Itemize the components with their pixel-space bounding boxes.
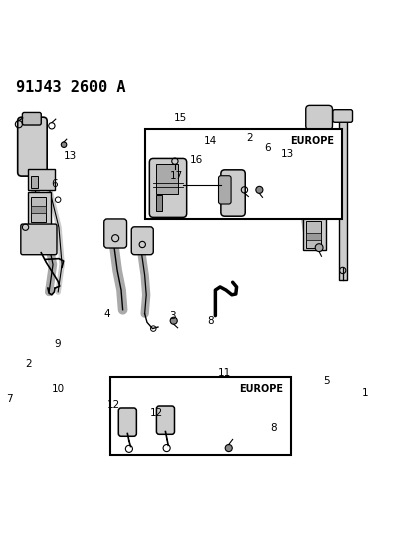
Text: 2: 2 [25,359,31,369]
FancyBboxPatch shape [131,227,153,255]
Bar [110,376,291,455]
Bar [303,218,326,250]
Text: 6: 6 [265,143,271,153]
Bar [31,197,46,222]
Text: 15: 15 [173,113,187,123]
Bar [339,117,347,280]
Text: 6: 6 [52,179,58,189]
Text: 11: 11 [218,368,231,378]
Bar [31,206,46,213]
Text: 13: 13 [63,151,77,160]
Text: 12: 12 [150,408,163,418]
Text: 4: 4 [104,310,110,319]
Text: 8: 8 [270,423,276,433]
Bar [156,164,178,194]
Text: 13: 13 [281,149,294,159]
Text: 8: 8 [207,316,213,326]
Bar [28,192,51,225]
Bar [306,233,321,240]
Bar [28,169,55,190]
FancyBboxPatch shape [306,106,332,130]
Bar [156,195,162,211]
Text: 91J43 2600 A: 91J43 2600 A [16,80,125,95]
Text: 7: 7 [7,394,13,405]
FancyBboxPatch shape [219,176,231,204]
Text: 17: 17 [170,171,184,181]
Text: EUROPE: EUROPE [290,136,334,146]
Bar [145,129,342,220]
Text: 10: 10 [51,384,65,394]
Text: 14: 14 [204,136,217,146]
Text: 5: 5 [324,376,330,386]
Bar [306,221,321,248]
Text: 16: 16 [190,155,203,165]
FancyBboxPatch shape [104,219,127,248]
FancyBboxPatch shape [118,408,136,437]
Circle shape [256,187,263,193]
Text: 12: 12 [107,400,120,410]
FancyBboxPatch shape [18,117,47,176]
FancyBboxPatch shape [221,170,245,216]
Bar [31,176,38,188]
Text: EUROPE: EUROPE [239,384,283,393]
FancyBboxPatch shape [333,110,353,122]
FancyBboxPatch shape [21,224,57,255]
Text: 2: 2 [246,133,253,143]
Circle shape [61,142,67,148]
Text: 1: 1 [362,388,368,398]
Circle shape [315,244,323,252]
Circle shape [225,445,232,451]
FancyBboxPatch shape [156,406,174,434]
Text: 9: 9 [55,340,61,349]
FancyBboxPatch shape [149,158,187,217]
Text: 3: 3 [169,311,175,321]
FancyBboxPatch shape [22,112,41,125]
Circle shape [170,317,177,324]
